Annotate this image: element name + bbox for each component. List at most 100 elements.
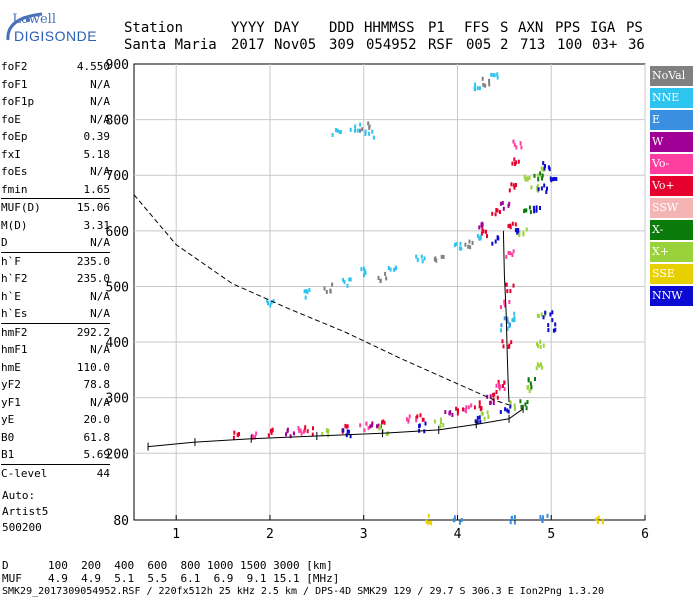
- param-row: MUF(D) 15.06: [1, 199, 110, 217]
- echo-series: [519, 171, 544, 411]
- echo-mark: [499, 210, 501, 214]
- echo-mark: [514, 406, 516, 411]
- echo-mark: [501, 201, 504, 205]
- logo-line1: Lowell: [12, 12, 56, 27]
- x-tick-label: 1: [172, 527, 180, 542]
- iga-label: IGA: [590, 20, 616, 36]
- param-value: 20.0: [83, 413, 111, 426]
- echo-mark: [298, 428, 301, 433]
- param-label: hmF2: [1, 325, 28, 339]
- station-label: Station: [124, 20, 184, 36]
- echo-mark: [526, 400, 529, 404]
- p1-label: P1: [428, 20, 445, 36]
- echo-mark: [468, 239, 471, 244]
- echo-mark: [270, 430, 273, 435]
- echo-mark: [537, 343, 539, 348]
- echo-mark: [467, 244, 470, 249]
- echo-mark: [513, 520, 516, 525]
- echo-series: [323, 76, 491, 294]
- param-row: C-level 44: [1, 465, 110, 483]
- y-tick-label: 800: [106, 114, 129, 129]
- echo-mark: [542, 343, 545, 348]
- echo-mark: [498, 382, 500, 387]
- echo-mark: [534, 377, 536, 381]
- param-value: 0.39: [83, 130, 111, 143]
- echo-mark: [535, 205, 538, 210]
- echo-mark: [494, 239, 497, 244]
- echo-mark: [506, 327, 509, 332]
- echo-mark: [547, 328, 550, 333]
- param-label: fxI: [1, 147, 21, 161]
- param-label: h`E: [1, 289, 21, 303]
- echo-mark: [539, 345, 542, 349]
- echo-mark: [407, 419, 410, 424]
- echo-mark: [525, 208, 528, 213]
- y-tick-label: 600: [106, 225, 129, 240]
- echo-mark: [476, 233, 479, 238]
- echo-mark: [513, 316, 516, 320]
- param-label: h`F: [1, 254, 21, 268]
- echo-mark: [495, 208, 498, 212]
- param-value: N/A: [90, 112, 110, 126]
- ffs-label: FFS: [464, 20, 490, 36]
- echo-mark: [514, 228, 517, 233]
- echo-mark: [325, 289, 328, 294]
- echo-mark: [517, 159, 520, 164]
- param-label: yF2: [1, 378, 21, 391]
- echo-mark: [537, 187, 540, 192]
- echo-mark: [474, 419, 477, 424]
- echo-mark: [236, 432, 239, 437]
- y-tick-label: 300: [106, 392, 129, 407]
- echo-mark: [513, 403, 516, 408]
- echo-mark: [523, 174, 526, 179]
- p1-value: RSF: [428, 37, 454, 53]
- param-label: yE: [1, 413, 15, 426]
- echo-mark: [513, 185, 516, 190]
- echo-mark: [289, 434, 292, 439]
- echo-mark: [323, 286, 326, 291]
- echo-mark: [478, 236, 481, 241]
- echo-mark: [331, 282, 334, 287]
- echo-mark: [498, 386, 501, 391]
- echo-mark: [415, 415, 418, 420]
- echo-mark: [525, 406, 528, 411]
- echo-mark: [535, 366, 538, 371]
- echo-mark: [519, 399, 522, 404]
- echo-mark: [383, 420, 386, 425]
- echo-mark: [544, 310, 547, 315]
- echo-mark: [269, 303, 272, 308]
- echo-mark: [507, 250, 510, 255]
- echo-mark: [393, 267, 396, 272]
- echo-mark: [421, 259, 424, 264]
- echo-mark: [539, 515, 542, 519]
- echo-mark: [442, 423, 445, 427]
- ddd-label: DDD: [329, 20, 355, 36]
- echo-traces: [232, 72, 604, 526]
- echo-mark: [540, 186, 543, 191]
- param-value: 235.0: [76, 272, 110, 285]
- echo-mark: [541, 519, 544, 523]
- echo-mark: [503, 303, 506, 308]
- echo-mark: [595, 517, 598, 522]
- echo-mark: [536, 173, 539, 178]
- echo-mark: [372, 135, 375, 140]
- echo-mark: [512, 283, 515, 288]
- echo-mark: [382, 419, 385, 424]
- param-row: h`F 235.0: [1, 253, 110, 271]
- echo-mark: [513, 311, 516, 316]
- echo-mark: [492, 73, 495, 78]
- echo-mark: [496, 235, 499, 240]
- echo-mark: [541, 176, 543, 181]
- param-value: 78.8: [83, 378, 111, 391]
- echo-mark: [536, 362, 539, 367]
- echo-mark: [554, 327, 557, 332]
- param-label: foF1: [1, 77, 28, 91]
- param-row: h`Es N/A: [1, 305, 110, 323]
- echo-mark: [486, 234, 488, 239]
- axn-label: AXN: [518, 20, 544, 36]
- echo-mark: [503, 387, 506, 392]
- echo-mark: [363, 428, 366, 433]
- echo-mark: [503, 316, 506, 321]
- echo-mark: [509, 520, 512, 525]
